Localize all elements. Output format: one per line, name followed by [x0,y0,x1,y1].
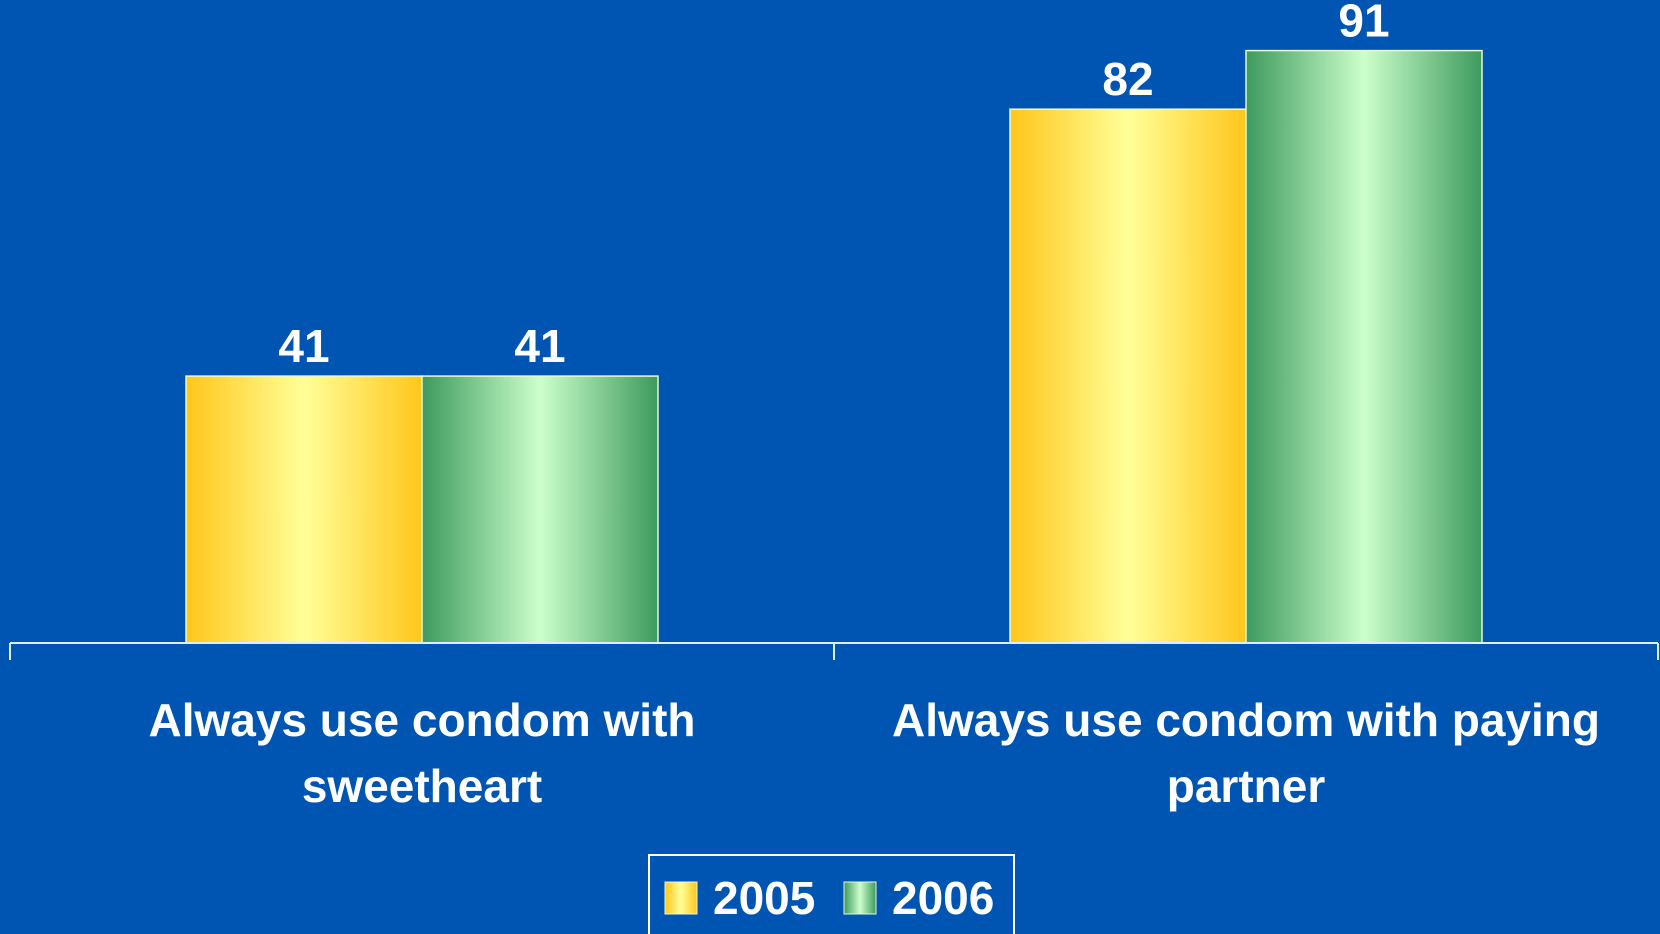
value-label: 41 [278,320,329,372]
x-tick-label: Always use condom with paying partner [891,694,1600,812]
value-label: 82 [1102,53,1153,105]
legend-label: 2006 [892,872,994,924]
legend-label: 2005 [713,872,815,924]
legend-swatch [664,881,698,915]
legend-swatch [843,881,877,915]
legend-box [648,854,1015,934]
bar [1009,108,1247,644]
x-tick-label: Always use condom with sweetheart [148,694,696,812]
bar [185,375,423,644]
bar [1245,49,1483,644]
bar [421,375,659,644]
value-label: 91 [1338,0,1389,47]
value-label: 41 [514,320,565,372]
